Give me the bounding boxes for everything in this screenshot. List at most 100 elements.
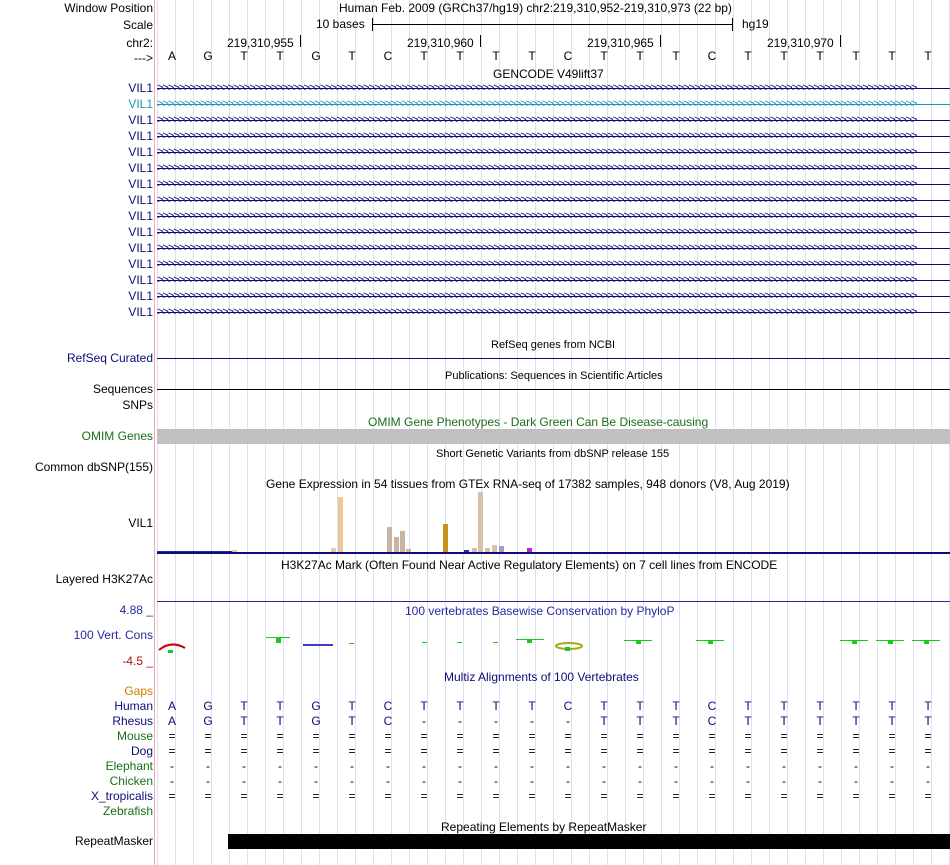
gtex-bar bbox=[394, 537, 399, 552]
alignment-base: = bbox=[348, 744, 356, 758]
gencode-gene-feature[interactable]: >>>>>>>>>>>>>>>>>>>>>>>>>>>>>>>>>>>>>>>>… bbox=[157, 241, 950, 255]
gtex-bar bbox=[485, 548, 490, 552]
scale-label[interactable]: Scale bbox=[122, 18, 153, 32]
phylop-bar bbox=[708, 640, 713, 644]
species-label[interactable]: Rhesus bbox=[112, 714, 153, 728]
gencode-gene-label[interactable]: VIL1 bbox=[128, 273, 153, 287]
dbsnp-track-label[interactable]: Common dbSNP(155) bbox=[34, 460, 153, 474]
gencode-gene-label[interactable]: VIL1 bbox=[128, 145, 153, 159]
base-letter: C bbox=[383, 49, 393, 63]
gencode-gene-label[interactable]: VIL1 bbox=[128, 129, 153, 143]
alignment-base: - bbox=[566, 759, 570, 773]
species-label[interactable]: Dog bbox=[130, 744, 153, 758]
gencode-gene-feature[interactable]: >>>>>>>>>>>>>>>>>>>>>>>>>>>>>>>>>>>>>>>>… bbox=[157, 209, 950, 223]
phylop-track-label[interactable]: 100 Vert. Cons bbox=[73, 628, 153, 642]
alignment-base: A bbox=[167, 699, 177, 713]
alignment-base: = bbox=[492, 744, 500, 758]
phylop-track-title[interactable]: 100 vertebrates Basewise Conservation by… bbox=[405, 604, 675, 618]
alignment-base: = bbox=[312, 744, 320, 758]
gencode-gene-label[interactable]: VIL1 bbox=[128, 257, 153, 271]
species-label[interactable]: Chicken bbox=[109, 774, 153, 788]
alignment-base: = bbox=[780, 729, 788, 743]
base-letter: T bbox=[420, 49, 428, 63]
gtex-bar bbox=[338, 497, 343, 552]
omim-gene-bar[interactable] bbox=[157, 429, 950, 444]
alignment-base: = bbox=[420, 729, 428, 743]
alignment-base: T bbox=[636, 714, 644, 728]
chromosome-label[interactable]: chr2: bbox=[126, 36, 153, 50]
gencode-track-title[interactable]: GENCODE V49lift37 bbox=[493, 67, 604, 81]
gencode-gene-feature[interactable]: >>>>>>>>>>>>>>>>>>>>>>>>>>>>>>>>>>>>>>>>… bbox=[157, 161, 950, 175]
gencode-gene-feature[interactable]: >>>>>>>>>>>>>>>>>>>>>>>>>>>>>>>>>>>>>>>>… bbox=[157, 193, 950, 207]
alignment-base: - bbox=[782, 759, 786, 773]
publications-track-title[interactable]: Publications: Sequences in Scientific Ar… bbox=[445, 370, 663, 382]
gencode-gene-label[interactable]: VIL1 bbox=[128, 161, 153, 175]
base-letter: T bbox=[456, 49, 464, 63]
gencode-gene-label[interactable]: VIL1 bbox=[128, 241, 153, 255]
base-letter: T bbox=[852, 49, 860, 63]
base-letter: T bbox=[492, 49, 500, 63]
h3k27ac-track-title[interactable]: H3K27Ac Mark (Often Found Near Active Re… bbox=[281, 558, 778, 572]
h3k27ac-track-label[interactable]: Layered H3K27Ac bbox=[55, 572, 153, 586]
alignment-base: T bbox=[600, 714, 608, 728]
gencode-gene-feature[interactable]: >>>>>>>>>>>>>>>>>>>>>>>>>>>>>>>>>>>>>>>>… bbox=[157, 81, 950, 95]
refseq-gene-line[interactable] bbox=[157, 358, 950, 359]
gaps-label[interactable]: Gaps bbox=[124, 684, 153, 698]
gencode-gene-feature[interactable]: >>>>>>>>>>>>>>>>>>>>>>>>>>>>>>>>>>>>>>>>… bbox=[157, 145, 950, 159]
gencode-gene-label[interactable]: VIL1 bbox=[128, 209, 153, 223]
alignment-base: - bbox=[674, 774, 678, 788]
refseq-track-label[interactable]: RefSeq Curated bbox=[66, 351, 153, 365]
species-label[interactable]: Mouse bbox=[116, 729, 153, 743]
repeatmasker-track-title[interactable]: Repeating Elements by RepeatMasker bbox=[441, 820, 647, 834]
gene-intron-line bbox=[157, 184, 950, 185]
alignment-base: - bbox=[422, 774, 426, 788]
omim-track-title[interactable]: OMIM Gene Phenotypes - Dark Green Can Be… bbox=[368, 415, 709, 429]
omim-track-label[interactable]: OMIM Genes bbox=[81, 429, 153, 443]
species-label[interactable]: Zebrafish bbox=[102, 804, 153, 818]
gencode-gene-label[interactable]: VIL1 bbox=[128, 113, 153, 127]
assembly-position-title: Human Feb. 2009 (GRCh37/hg19) chr2:219,3… bbox=[339, 1, 732, 15]
refseq-track-title[interactable]: RefSeq genes from NCBI bbox=[491, 339, 616, 351]
gencode-gene-label[interactable]: VIL1 bbox=[128, 289, 153, 303]
alignment-base: = bbox=[816, 744, 824, 758]
strand-label[interactable]: ---> bbox=[134, 51, 153, 65]
gencode-gene-feature[interactable]: >>>>>>>>>>>>>>>>>>>>>>>>>>>>>>>>>>>>>>>>… bbox=[157, 177, 950, 191]
publications-track-label[interactable]: Sequences bbox=[92, 382, 153, 396]
alignment-base: T bbox=[744, 714, 752, 728]
gencode-gene-feature[interactable]: >>>>>>>>>>>>>>>>>>>>>>>>>>>>>>>>>>>>>>>>… bbox=[157, 305, 950, 319]
gencode-gene-feature[interactable]: >>>>>>>>>>>>>>>>>>>>>>>>>>>>>>>>>>>>>>>>… bbox=[157, 113, 950, 127]
species-label[interactable]: Human bbox=[114, 699, 153, 713]
phylop-conservation-graph[interactable] bbox=[157, 628, 950, 658]
gencode-gene-label[interactable]: VIL1 bbox=[128, 193, 153, 207]
snps-track-label[interactable]: SNPs bbox=[122, 398, 153, 412]
alignment-base: T bbox=[888, 714, 896, 728]
gencode-gene-feature[interactable]: >>>>>>>>>>>>>>>>>>>>>>>>>>>>>>>>>>>>>>>>… bbox=[157, 129, 950, 143]
gtex-gene-label[interactable]: VIL1 bbox=[128, 516, 153, 530]
alignment-base: - bbox=[566, 774, 570, 788]
gene-intron-line bbox=[157, 200, 950, 201]
gtex-track-title[interactable]: Gene Expression in 54 tissues from GTEx … bbox=[266, 477, 790, 491]
gencode-gene-feature[interactable]: >>>>>>>>>>>>>>>>>>>>>>>>>>>>>>>>>>>>>>>>… bbox=[157, 97, 950, 111]
gencode-gene-feature[interactable]: >>>>>>>>>>>>>>>>>>>>>>>>>>>>>>>>>>>>>>>>… bbox=[157, 289, 950, 303]
window-position-label[interactable]: Window Position bbox=[64, 1, 153, 15]
gencode-gene-label[interactable]: VIL1 bbox=[128, 225, 153, 239]
gencode-gene-label[interactable]: VIL1 bbox=[128, 177, 153, 191]
gencode-gene-label[interactable]: VIL1 bbox=[128, 97, 153, 111]
publications-line[interactable] bbox=[157, 389, 950, 390]
gencode-gene-label[interactable]: VIL1 bbox=[128, 305, 153, 319]
alignment-base: = bbox=[348, 729, 356, 743]
alignment-base: = bbox=[600, 729, 608, 743]
repeatmasker-element-bar[interactable] bbox=[228, 834, 950, 849]
gene-intron-line bbox=[157, 248, 950, 249]
dbsnp-track-title[interactable]: Short Genetic Variants from dbSNP releas… bbox=[436, 448, 670, 460]
gencode-gene-feature[interactable]: >>>>>>>>>>>>>>>>>>>>>>>>>>>>>>>>>>>>>>>>… bbox=[157, 273, 950, 287]
species-label[interactable]: X_tropicalis bbox=[90, 789, 153, 803]
alignment-base: = bbox=[564, 789, 572, 803]
multiz-track-title[interactable]: Multiz Alignments of 100 Vertebrates bbox=[444, 670, 639, 684]
species-label[interactable]: Elephant bbox=[105, 759, 153, 773]
repeatmasker-track-label[interactable]: RepeatMasker bbox=[74, 834, 153, 848]
gencode-gene-feature[interactable]: >>>>>>>>>>>>>>>>>>>>>>>>>>>>>>>>>>>>>>>>… bbox=[157, 225, 950, 239]
alignment-base: - bbox=[170, 759, 174, 773]
gencode-gene-feature[interactable]: >>>>>>>>>>>>>>>>>>>>>>>>>>>>>>>>>>>>>>>>… bbox=[157, 257, 950, 271]
gencode-gene-label[interactable]: VIL1 bbox=[128, 81, 153, 95]
